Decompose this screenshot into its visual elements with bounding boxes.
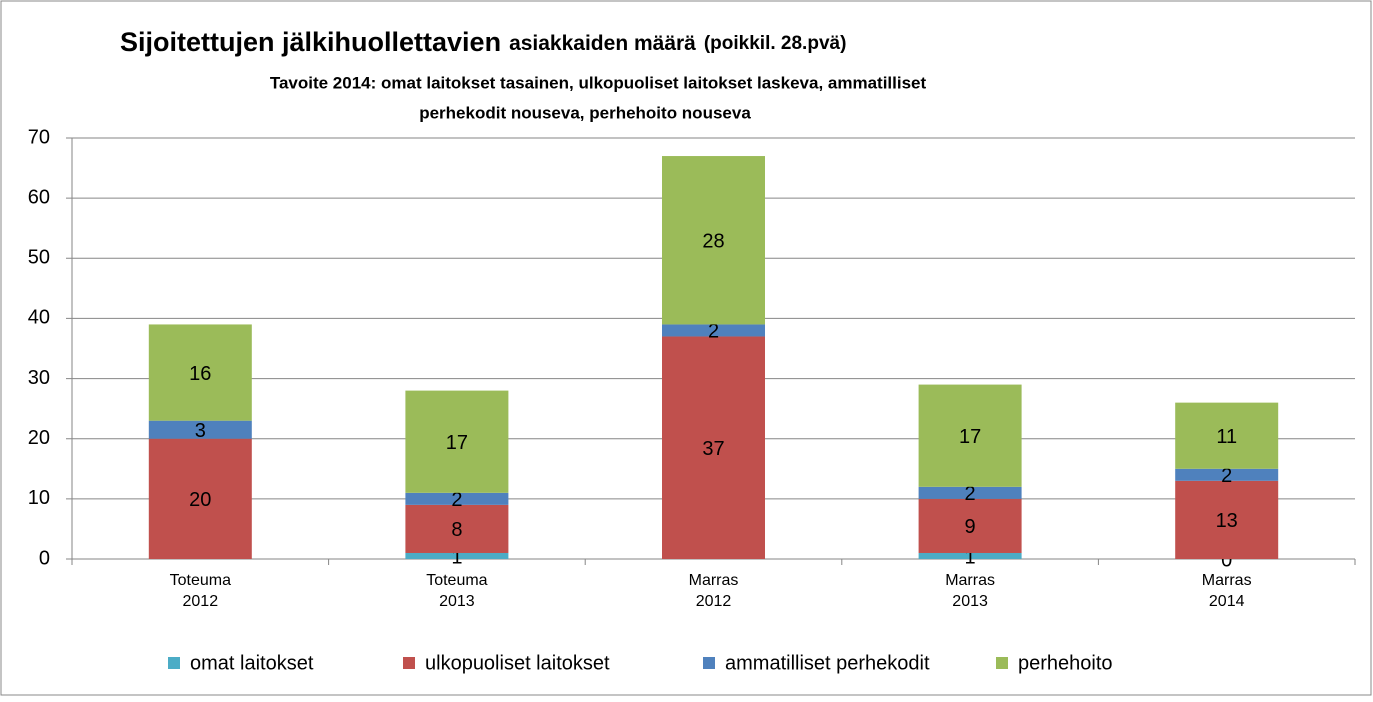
bar-segment <box>1175 402 1279 469</box>
x-tick-label: Marras <box>945 572 995 589</box>
data-label: 1 <box>965 546 976 568</box>
y-tick-label: 60 <box>28 186 50 208</box>
legend-label: ammatilliset perhekodit <box>725 652 930 674</box>
bar-segment <box>405 504 509 553</box>
y-tick-label: 0 <box>39 547 50 569</box>
data-label: 0 <box>1221 549 1232 571</box>
legend-label: omat laitokset <box>190 652 314 674</box>
bar-segment <box>148 420 252 439</box>
x-tick-label: 2013 <box>952 593 988 610</box>
data-label: 16 <box>189 363 211 385</box>
data-label: 8 <box>451 519 462 541</box>
data-label: 37 <box>702 438 724 460</box>
bar-segment <box>662 336 765 559</box>
chart-title: Sijoitettujen jälkihuollettavien asiakkai… <box>120 27 846 57</box>
x-tick-label: Marras <box>1202 572 1252 589</box>
data-label: 17 <box>959 426 981 448</box>
data-label: 20 <box>189 489 211 511</box>
x-tick-label: 2012 <box>183 593 219 610</box>
bar-segment <box>405 390 509 493</box>
legend-label: perhehoito <box>1018 652 1113 674</box>
data-label: 2 <box>965 483 976 505</box>
x-tick-label: Marras <box>689 572 739 589</box>
bar-segment <box>148 438 252 559</box>
y-tick-label: 10 <box>28 487 50 509</box>
bar-segment <box>918 486 1022 499</box>
bar-segment <box>662 156 765 325</box>
legend-label: ulkopuoliset laitokset <box>425 652 610 674</box>
x-tick-label: 2013 <box>439 593 475 610</box>
data-label: 17 <box>446 432 468 454</box>
x-tick-label: Toteuma <box>170 572 231 589</box>
data-label: 28 <box>702 231 724 253</box>
x-tick-label: Toteuma <box>426 572 487 589</box>
data-label: 2 <box>708 321 719 343</box>
y-tick-label: 70 <box>28 126 50 148</box>
chart-subtitle: Tavoite 2014: omat laitokset tasainen, u… <box>270 73 927 92</box>
bar-segment <box>918 498 1022 553</box>
x-tick-label: 2014 <box>1209 593 1245 610</box>
data-label: 13 <box>1216 510 1238 532</box>
data-label: 9 <box>965 516 976 538</box>
data-label: 11 <box>1216 426 1237 448</box>
data-label: 1 <box>451 546 462 568</box>
data-label: 2 <box>451 489 462 511</box>
legend-swatch <box>403 657 415 669</box>
x-tick-label: 2012 <box>696 593 732 610</box>
legend-swatch <box>996 657 1008 669</box>
data-label: 2 <box>1221 465 1232 487</box>
y-tick-label: 30 <box>28 367 50 389</box>
chart-subtitle: perhekodit nouseva, perhehoito nouseva <box>419 103 751 122</box>
legend-swatch <box>703 657 715 669</box>
bar-segment <box>1175 468 1279 481</box>
y-tick-label: 20 <box>28 427 50 449</box>
y-tick-label: 40 <box>28 307 50 329</box>
bar-segment <box>405 552 509 559</box>
bar-segment <box>918 384 1022 487</box>
y-tick-label: 50 <box>28 247 50 269</box>
legend-swatch <box>168 657 180 669</box>
data-label: 3 <box>195 420 206 442</box>
bar-segment <box>1175 480 1279 559</box>
bar-segment <box>662 324 765 337</box>
bar-segment <box>405 492 509 505</box>
bar-segment <box>148 324 252 421</box>
bar-segment <box>918 552 1022 559</box>
